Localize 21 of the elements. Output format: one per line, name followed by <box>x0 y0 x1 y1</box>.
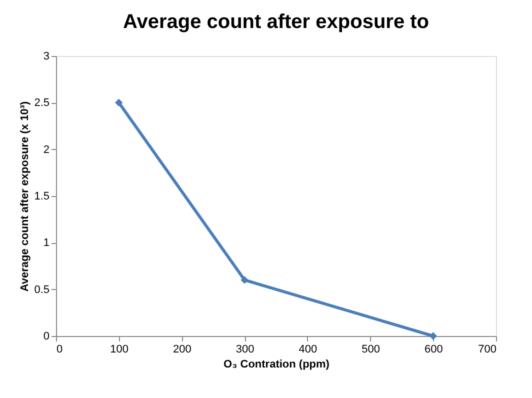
x-tick-label: 100 <box>110 344 129 356</box>
y-tick-label: 0 <box>43 330 50 342</box>
x-axis-title: O₃ Contration (ppm) <box>224 358 330 370</box>
x-tick-label: 600 <box>424 344 443 356</box>
y-tick-label: 1.5 <box>34 190 50 202</box>
point <box>429 332 438 340</box>
y-tick-label: 2 <box>43 144 50 156</box>
x-tick-label: 300 <box>236 344 254 356</box>
x-tick-label: 200 <box>173 344 192 356</box>
y-axis-title: Average count after exposure (x 10³) <box>19 101 32 292</box>
x-tick-label: 700 <box>478 344 496 356</box>
y-tick-label: 2.5 <box>34 97 50 110</box>
x-tick-label: 500 <box>362 344 380 356</box>
y-tick-label: 1 <box>43 237 50 250</box>
point <box>240 276 248 284</box>
x-tick-label: 400 <box>298 344 318 356</box>
point <box>114 98 123 107</box>
chart-title: Average count after exposure to <box>122 11 430 33</box>
y-tick-label: 0.5 <box>34 284 50 296</box>
y-tick-label: 3 <box>43 50 50 62</box>
x-tick-label: 0 <box>56 344 63 356</box>
